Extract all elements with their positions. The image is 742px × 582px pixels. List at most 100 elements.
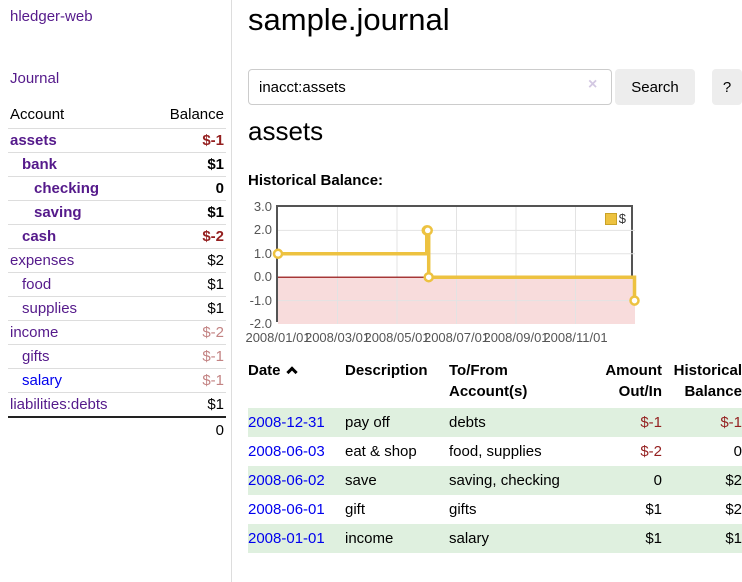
chart-legend: $ <box>605 211 626 226</box>
account-link[interactable]: checking <box>10 180 99 197</box>
sort-ascending-icon <box>286 366 297 377</box>
accounts-header-balance: Balance <box>170 106 224 123</box>
x-axis-tick-label: 2008/01/01 <box>245 330 310 345</box>
register-balance-cell: $1 <box>662 524 742 553</box>
account-balance: $1 <box>207 156 224 173</box>
transaction-date-link[interactable]: 2008-06-01 <box>248 501 325 518</box>
accounts-table: Account Balance assets $-1 bank $1 checking 0… <box>8 103 226 443</box>
transaction-date-link[interactable]: 2008-12-31 <box>248 414 325 431</box>
register-header-balance: Historical Balance <box>662 358 742 408</box>
register-amount-cell: $-1 <box>577 408 662 437</box>
account-row: food $1 <box>8 272 226 296</box>
sidebar-item-journal[interactable]: Journal <box>10 70 59 87</box>
accounts-header-account: Account <box>10 106 64 123</box>
register-balance-cell: $2 <box>662 495 742 524</box>
help-button[interactable]: ? <box>712 69 742 105</box>
account-balance: $1 <box>207 300 224 317</box>
account-balance: $-2 <box>202 228 224 245</box>
register-description-cell: gift <box>345 495 449 524</box>
register-accounts-cell: saving, checking <box>449 466 577 495</box>
account-row: salary $-1 <box>8 368 226 392</box>
register-header-accounts: To/From Account(s) <box>449 358 577 408</box>
x-axis-tick-label: 2008/07/01 <box>424 330 489 345</box>
register-date-cell: 2008-06-01 <box>248 495 345 524</box>
account-link[interactable]: cash <box>10 228 56 245</box>
sidebar: hledger-web Journal Account Balance asse… <box>0 0 232 582</box>
account-link[interactable]: expenses <box>10 252 74 269</box>
y-axis-tick-label: -1.0 <box>248 293 272 308</box>
y-axis-tick-label: 1.0 <box>248 246 272 261</box>
y-axis-tick-label: -2.0 <box>248 316 272 331</box>
transaction-date-link[interactable]: 2008-01-01 <box>248 530 325 547</box>
register-row: 2008-06-02savesaving, checking0$2 <box>248 466 742 495</box>
y-axis-tick-label: 2.0 <box>248 222 272 237</box>
account-row: liabilities:debts $1 <box>8 392 226 416</box>
register-body: 2008-12-31pay offdebts$-1$-12008-06-03ea… <box>248 408 742 553</box>
register-accounts-cell: food, supplies <box>449 437 577 466</box>
balance-plot-svg <box>278 207 635 324</box>
account-link[interactable]: assets <box>10 132 57 149</box>
x-axis-tick-label: 2008/11/01 <box>543 330 607 345</box>
account-row: gifts $-1 <box>8 344 226 368</box>
account-balance: 0 <box>216 180 224 197</box>
transaction-date-link[interactable]: 2008-06-03 <box>248 443 325 460</box>
register-row: 2008-06-01giftgifts$1$2 <box>248 495 742 524</box>
account-balance: $-1 <box>202 348 224 365</box>
x-axis-tick-label: 2008/03/01 <box>305 330 370 345</box>
account-link[interactable]: bank <box>10 156 57 173</box>
page-title: sample.journal <box>248 2 450 38</box>
account-balance: $-1 <box>202 132 224 149</box>
search-input[interactable] <box>248 69 612 105</box>
register-accounts-cell: gifts <box>449 495 577 524</box>
chart-heading: Historical Balance: <box>248 172 383 189</box>
account-balance: $1 <box>207 276 224 293</box>
register-date-cell: 2008-06-03 <box>248 437 345 466</box>
register-balance-cell: $-1 <box>662 408 742 437</box>
accounts-table-header: Account Balance <box>8 103 226 128</box>
account-link[interactable]: food <box>10 276 51 293</box>
x-axis-tick-label: 2008/05/01 <box>364 330 429 345</box>
register-row: 2008-12-31pay offdebts$-1$-1 <box>248 408 742 437</box>
register-amount-cell: $-2 <box>577 437 662 466</box>
account-row: expenses $2 <box>8 248 226 272</box>
register-header-date[interactable]: Date <box>248 358 345 408</box>
clear-search-icon[interactable]: × <box>588 77 597 93</box>
account-row: checking 0 <box>8 176 226 200</box>
register-description-cell: income <box>345 524 449 553</box>
register-row: 2008-01-01incomesalary$1$1 <box>248 524 742 553</box>
y-axis-tick-label: 3.0 <box>248 199 272 214</box>
register-description-cell: pay off <box>345 408 449 437</box>
register-description-cell: eat & shop <box>345 437 449 466</box>
account-link[interactable]: liabilities:debts <box>10 396 108 413</box>
register-date-cell: 2008-12-31 <box>248 408 345 437</box>
account-balance: $-2 <box>202 324 224 341</box>
account-rows: assets$-1bank$1checking0saving$1cash$-2e… <box>8 128 226 416</box>
chart-plot-area: $ <box>276 205 633 322</box>
account-link[interactable]: salary <box>10 372 62 389</box>
account-link[interactable]: gifts <box>10 348 50 365</box>
app-title-link[interactable]: hledger-web <box>10 8 93 25</box>
account-link[interactable]: supplies <box>10 300 77 317</box>
search-button[interactable]: Search <box>615 69 695 105</box>
accounts-total: 0 <box>8 416 226 443</box>
account-link[interactable]: saving <box>10 204 82 221</box>
y-axis-tick-label: 0.0 <box>248 269 272 284</box>
historical-balance-chart: $ 3.0 2.0 1.0 0.0 -1.0 -2.0 2008/01/012008/03… <box>248 200 742 350</box>
account-row: assets $-1 <box>8 128 226 152</box>
transaction-date-link[interactable]: 2008-06-02 <box>248 472 325 489</box>
x-axis-tick-label: 2008/09/01 <box>483 330 548 345</box>
register-date-cell: 2008-01-01 <box>248 524 345 553</box>
account-row: saving$1 <box>8 200 226 224</box>
register-date-cell: 2008-06-02 <box>248 466 345 495</box>
register-balance-cell: $2 <box>662 466 742 495</box>
account-balance: $2 <box>207 252 224 269</box>
register-amount-cell: 0 <box>577 466 662 495</box>
account-balance: $-1 <box>202 372 224 389</box>
register-accounts-cell: salary <box>449 524 577 553</box>
search-form: × Search ? <box>248 69 742 105</box>
legend-label: $ <box>619 211 626 226</box>
account-balance: $1 <box>207 396 224 413</box>
account-link[interactable]: income <box>10 324 58 341</box>
register-amount-cell: $1 <box>577 524 662 553</box>
legend-swatch-icon <box>605 213 617 225</box>
